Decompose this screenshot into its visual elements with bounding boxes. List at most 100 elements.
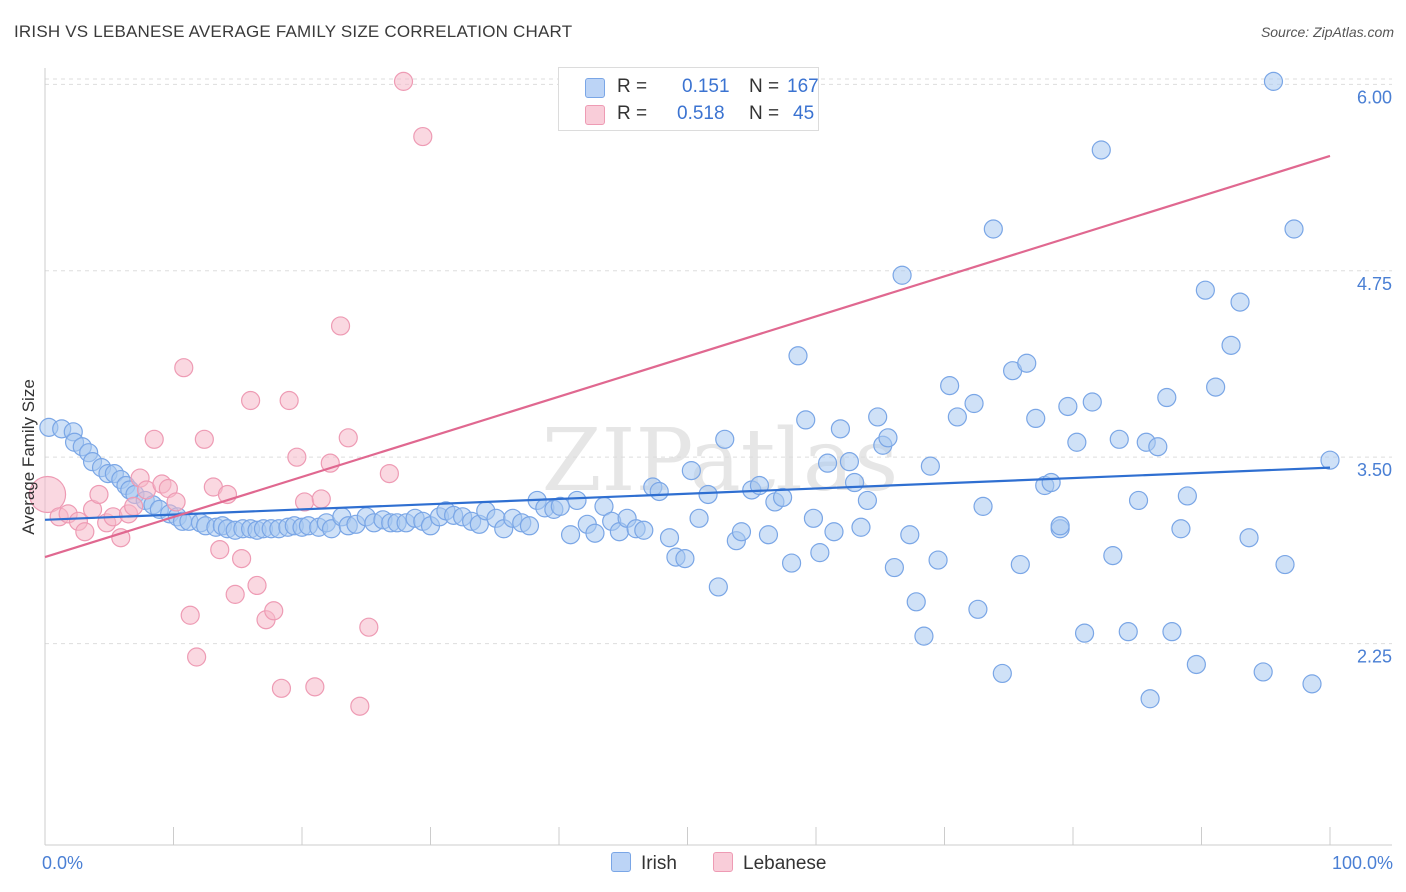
irish-point <box>788 346 808 366</box>
irish-point <box>698 484 718 505</box>
lebanese-n-label: N = <box>749 103 780 124</box>
lebanese-point <box>305 677 325 697</box>
lebanese-point <box>194 429 214 449</box>
irish-point <box>1017 353 1037 373</box>
x-tick-label-min: 0.0% <box>42 853 83 873</box>
lebanese-point <box>241 390 261 411</box>
irish-point <box>715 429 735 449</box>
lebanese-point <box>393 71 414 91</box>
lebanese-point <box>413 126 433 147</box>
irish-point <box>634 520 654 540</box>
irish-point <box>920 456 940 476</box>
lebanese-trendline <box>44 154 1331 559</box>
irish-point <box>992 663 1012 684</box>
lebanese-point <box>247 575 267 596</box>
bottom-legend-lebanese: Lebanese <box>713 852 826 875</box>
lebanese-r-label: R = <box>617 103 648 124</box>
irish-point <box>585 523 605 543</box>
irish-point <box>550 496 570 516</box>
irish-point <box>708 577 728 597</box>
irish-point <box>1058 396 1078 417</box>
lebanese-point <box>271 678 292 698</box>
irish-point <box>839 452 860 472</box>
irish-n-value: 167 <box>787 76 819 97</box>
y-axis-label: Average Family Size <box>19 379 38 535</box>
lebanese-point <box>174 358 194 378</box>
lebanese-r-value: 0.518 <box>677 103 725 124</box>
irish-point <box>731 522 752 542</box>
irish-point <box>906 592 926 612</box>
y-tick-label: 6.00 <box>1357 87 1392 107</box>
irish-point <box>1230 292 1250 312</box>
irish-point <box>1067 432 1087 452</box>
irish-point <box>796 410 816 430</box>
irish-point <box>803 508 824 528</box>
irish-point <box>781 553 802 573</box>
irish-point <box>659 528 680 548</box>
chart-title: IRISH VS LEBANESE AVERAGE FAMILY SIZE CO… <box>14 22 573 41</box>
lebanese-swatch <box>585 105 605 125</box>
irish-point <box>519 516 540 536</box>
irish-point <box>1320 450 1340 470</box>
bottom-lebanese-swatch <box>713 852 733 872</box>
irish-point <box>1010 554 1030 575</box>
irish-point <box>973 496 993 516</box>
irish-point <box>567 490 587 511</box>
lebanese-point <box>75 522 95 542</box>
lebanese-point <box>28 475 67 514</box>
irish-point <box>772 487 793 508</box>
lebanese-point <box>144 429 164 449</box>
bottom-legend-irish: Irish <box>611 852 677 875</box>
irish-point <box>1302 674 1322 694</box>
irish-point <box>857 490 878 511</box>
irish-point <box>1026 408 1046 429</box>
irish-point <box>968 599 988 619</box>
irish-point <box>878 428 898 448</box>
irish-point <box>1284 219 1304 239</box>
irish-point <box>892 265 912 285</box>
y-tick-label: 4.75 <box>1357 274 1392 294</box>
irish-point <box>1275 554 1295 575</box>
irish-point <box>900 525 920 545</box>
lebanese-point <box>330 316 351 336</box>
irish-point <box>964 393 984 414</box>
lebanese-point <box>111 528 131 548</box>
irish-point <box>675 548 695 569</box>
irish-point <box>1239 528 1259 548</box>
lebanese-point <box>311 489 331 509</box>
irish-swatch <box>585 78 605 98</box>
irish-point <box>1171 519 1191 539</box>
lebanese-point <box>187 647 207 667</box>
y-tick-label: 2.25 <box>1357 647 1392 667</box>
irish-point <box>1177 486 1197 506</box>
lebanese-point <box>89 484 109 505</box>
irish-point <box>1140 689 1160 709</box>
irish-point <box>868 407 888 427</box>
irish-point <box>1041 472 1061 493</box>
irish-point <box>681 461 701 481</box>
lebanese-point <box>210 540 230 560</box>
bottom-irish-label: Irish <box>641 853 677 874</box>
stats-legend: R = 0.151 N = 167 R = 0.518 N = 45 <box>558 67 819 131</box>
lebanese-point <box>264 601 284 621</box>
irish-point <box>758 525 779 545</box>
irish-point <box>1091 140 1111 160</box>
irish-point <box>884 557 904 578</box>
irish-point <box>844 472 865 493</box>
irish-point <box>1109 429 1129 449</box>
irish-point <box>1195 280 1215 300</box>
irish-point <box>983 219 1003 239</box>
irish-point <box>689 508 709 528</box>
irish-point <box>1253 662 1273 682</box>
bottom-irish-swatch <box>611 852 631 872</box>
irish-point <box>1186 654 1206 675</box>
lebanese-point <box>225 584 245 604</box>
irish-point <box>1157 387 1177 408</box>
irish-trendline <box>44 466 1331 521</box>
lebanese-point <box>124 496 144 516</box>
irish-point <box>1118 622 1138 642</box>
lebanese-point <box>350 696 370 716</box>
irish-point <box>914 626 934 646</box>
irish-point <box>851 517 871 537</box>
